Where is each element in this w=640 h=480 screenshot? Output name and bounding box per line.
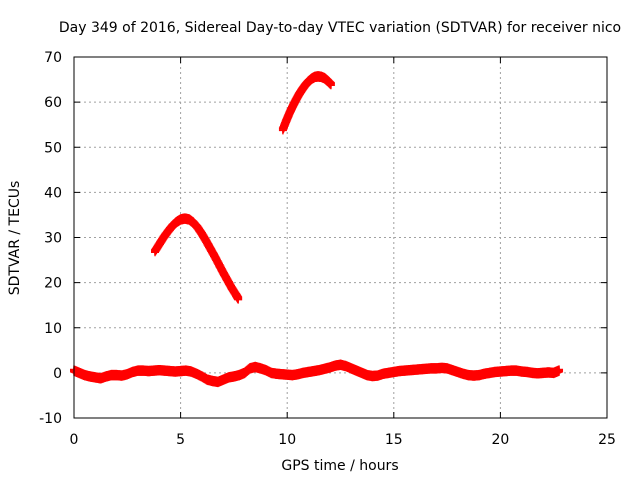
- y-tick-label: 10: [44, 321, 62, 337]
- x-tick-label: 5: [176, 432, 185, 448]
- x-tick-label: 10: [278, 432, 296, 448]
- chart-title: Day 349 of 2016, Sidereal Day-to-day VTE…: [59, 20, 621, 36]
- plot-frame: [73, 56, 608, 419]
- axis-tick-labels: 0 5 10 15 20 25 -10 0 10 20 30 40 50 60 70: [39, 50, 616, 448]
- y-tick-label: 30: [44, 231, 62, 247]
- y-tick-label: 20: [44, 276, 62, 292]
- x-axis-title: GPS time / hours: [281, 458, 398, 474]
- x-tick-label: 20: [491, 432, 509, 448]
- data-point-arc-1: [234, 295, 243, 304]
- y-tick-label: 50: [44, 140, 62, 156]
- y-axis-title: SDTVAR / TECUs: [7, 181, 23, 296]
- y-tick-label: -10: [39, 411, 62, 427]
- x-tick-label: 0: [70, 432, 79, 448]
- data-point-baseline: [555, 367, 564, 376]
- data-point-arc-2: [326, 81, 335, 90]
- x-tick-label: 15: [385, 432, 403, 448]
- x-tick-label: 25: [598, 432, 616, 448]
- y-tick-label: 40: [44, 185, 62, 201]
- y-tick-label: 70: [44, 50, 62, 66]
- y-tick-label: 60: [44, 95, 62, 111]
- data-points: [70, 71, 564, 388]
- y-tick-label: 0: [53, 366, 62, 382]
